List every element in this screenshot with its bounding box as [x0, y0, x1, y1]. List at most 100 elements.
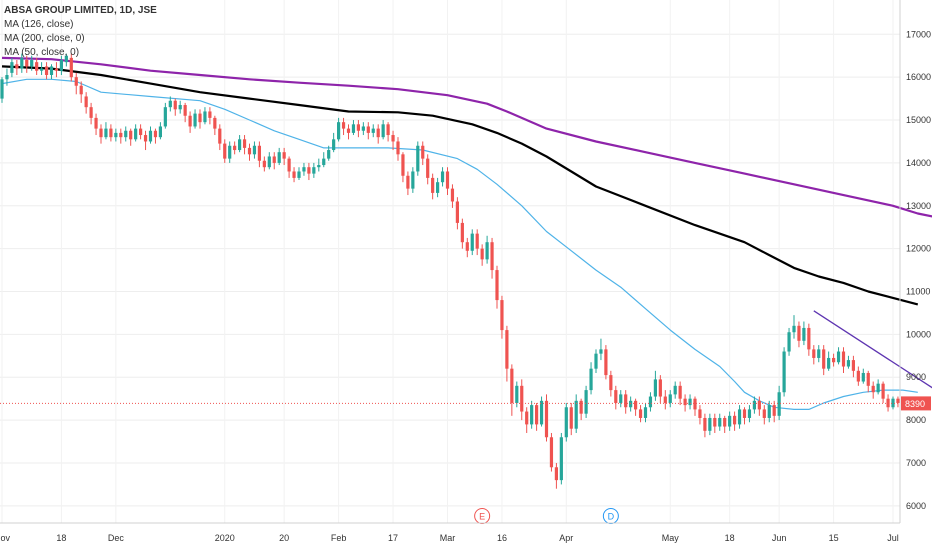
candle-down: [153, 130, 158, 138]
candle-down: [510, 368, 514, 403]
price-axis[interactable]: 6000 7000 8000 9000 10000 11000 12000 13000 1400…: [899, 0, 931, 523]
candle-down: [445, 171, 450, 189]
candle-up: [836, 351, 841, 363]
candle-down: [851, 360, 855, 371]
candle-up: [708, 417, 712, 431]
candle-down: [807, 327, 811, 350]
candle-down: [500, 300, 504, 331]
candle-up: [559, 437, 563, 481]
price-tick-label: 7000: [906, 458, 926, 468]
price-tick-label: 8000: [906, 415, 926, 425]
price-tick-label: 6000: [906, 501, 926, 511]
candle-up: [777, 392, 781, 416]
candle-up: [861, 372, 865, 382]
price-tick-label: 15000: [906, 115, 931, 125]
candle-down: [535, 405, 539, 425]
candle-up: [416, 145, 420, 172]
candle-down: [832, 357, 836, 363]
candle-down: [44, 66, 49, 76]
candle-up: [564, 407, 568, 438]
candle-up: [371, 128, 375, 133]
chart-grid: [0, 0, 900, 523]
time-tick-label: Dec: [108, 533, 125, 543]
candle-down: [223, 143, 227, 159]
candle-down: [465, 242, 469, 251]
candle-down: [658, 379, 662, 397]
event-marker-label: E: [479, 512, 485, 522]
candle-down: [634, 400, 638, 410]
candle-down: [421, 145, 425, 159]
legend-ma50[interactable]: MA (50, close, 0): [4, 47, 80, 58]
candle-up: [737, 409, 742, 425]
legend-ma126[interactable]: MA (126, close): [4, 19, 74, 30]
candle-up: [158, 126, 162, 138]
candle-down: [698, 409, 702, 418]
candle-up: [648, 396, 653, 408]
candle-up: [891, 398, 895, 408]
candle-down: [292, 171, 296, 178]
candle-up: [40, 68, 44, 71]
candle-down: [282, 152, 286, 159]
candle-up: [317, 165, 321, 168]
ma126-line: [1, 65, 919, 306]
candle-down: [272, 156, 276, 163]
candle-down: [356, 124, 360, 131]
candle-up: [673, 385, 677, 395]
candle-down: [242, 139, 247, 148]
candle-down: [525, 411, 529, 425]
symbol-title[interactable]: ABSA GROUP LIMITED, 1D, JSE: [4, 5, 157, 16]
candle-down: [678, 385, 682, 399]
candle-down: [638, 409, 643, 418]
time-axis[interactable]: Nov18Dec202020Feb17Mar16AprMay18Jun15Jul…: [0, 522, 932, 543]
candle-up: [589, 368, 593, 391]
candle-down: [396, 141, 400, 155]
candle-down: [569, 407, 573, 429]
candle-up: [49, 66, 54, 76]
candle-up: [827, 357, 831, 369]
candle-up: [876, 383, 880, 393]
candle-down: [713, 417, 717, 427]
time-tick-label: 16: [497, 533, 507, 543]
candle-up: [653, 379, 657, 397]
candle-down: [208, 111, 212, 118]
candle-down: [505, 330, 509, 369]
candle-up: [124, 130, 128, 138]
candle-down: [183, 105, 187, 116]
candle-down: [74, 77, 78, 86]
candle-up: [792, 325, 796, 333]
candle-up: [322, 158, 326, 166]
candle-up: [381, 124, 385, 138]
price-tick-label: 12000: [906, 244, 931, 254]
candle-down: [198, 113, 202, 123]
candle-down: [35, 62, 39, 71]
candle-down: [99, 128, 103, 138]
time-tick-label: 18: [56, 533, 66, 543]
candle-down: [84, 96, 88, 108]
candle-down: [663, 396, 667, 403]
candle-up: [530, 405, 534, 425]
price-tick-label: 9000: [906, 372, 926, 382]
candle-down: [703, 417, 707, 431]
trendline: [813, 310, 932, 389]
moving-average-lines: [1, 56, 932, 410]
candlestick-series: [0, 53, 905, 489]
last-price-tag-label: 8390: [905, 399, 925, 409]
candle-up: [440, 171, 445, 183]
candle-down: [772, 405, 776, 416]
time-tick-label: Apr: [559, 533, 573, 543]
candle-up: [728, 415, 732, 427]
candle-down: [896, 398, 900, 403]
candle-down: [69, 57, 73, 78]
legend-ma200[interactable]: MA (200, close, 0): [4, 33, 85, 44]
candle-up: [767, 405, 771, 418]
candle-up: [594, 353, 598, 369]
candle-up: [584, 390, 588, 414]
time-tick-label: May: [662, 533, 680, 543]
candle-up: [817, 349, 821, 358]
candle-down: [693, 398, 697, 410]
candle-up: [10, 62, 14, 73]
candle-up: [470, 233, 474, 251]
candle-up: [515, 385, 519, 403]
